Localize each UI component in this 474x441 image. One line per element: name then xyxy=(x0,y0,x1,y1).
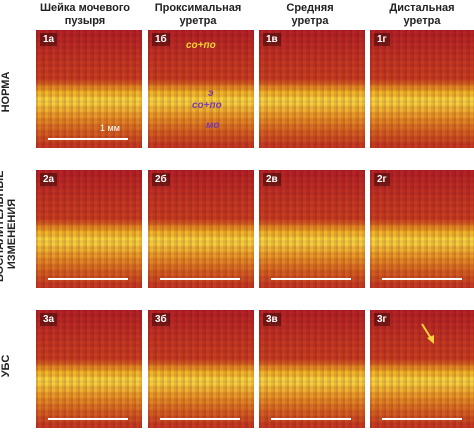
oct-image xyxy=(148,170,254,288)
panel-label: 1г xyxy=(374,33,390,46)
annotation-co-po-mid: со+по xyxy=(192,100,222,111)
panel-label: 1а xyxy=(40,33,58,46)
oct-image xyxy=(370,310,474,428)
oct-image xyxy=(36,30,142,148)
panel-label: 1б xyxy=(152,33,170,46)
row-header-inflammatory: ВОСПАЛИТЕЛЬНЫЕ ИЗМЕНЕНИЯ xyxy=(0,170,18,282)
column-header-proximal-urethra: Проксимальная уретра xyxy=(154,2,242,27)
oct-panel-3a: 3а xyxy=(36,310,142,428)
scale-bar xyxy=(271,418,351,420)
panel-label: 2б xyxy=(152,173,170,186)
annotation-co-po-top: со+по xyxy=(186,40,216,51)
panel-label: 3в xyxy=(263,313,281,326)
scale-bar xyxy=(382,278,462,280)
oct-panel-2a: 2а xyxy=(36,170,142,288)
oct-image xyxy=(259,310,365,428)
scale-bar xyxy=(271,278,351,280)
column-header-bladder-neck: Шейка мочевого пузыря xyxy=(39,2,131,27)
column-header-distal-urethra: Дистальная уретра xyxy=(389,2,455,27)
oct-image xyxy=(259,30,365,148)
oct-image xyxy=(148,30,254,148)
oct-panel-2v: 2в xyxy=(259,170,365,288)
panel-label: 3б xyxy=(152,313,170,326)
panel-label: 3а xyxy=(40,313,58,326)
row-header-norm: НОРМА xyxy=(0,71,12,113)
oct-image xyxy=(259,170,365,288)
oct-panel-3g: 3г xyxy=(370,310,474,428)
panel-label: 1в xyxy=(263,33,281,46)
scale-bar xyxy=(48,138,128,140)
scale-bar xyxy=(382,418,462,420)
scale-bar xyxy=(160,418,240,420)
oct-image xyxy=(36,170,142,288)
annotation-mo: мо xyxy=(206,120,220,131)
panel-label: 3г xyxy=(374,313,390,326)
oct-panel-1b: 1б со+по э со+по мо xyxy=(148,30,254,148)
oct-image xyxy=(36,310,142,428)
oct-image xyxy=(148,310,254,428)
scale-bar xyxy=(48,418,128,420)
oct-panel-1a: 1а 1 мм xyxy=(36,30,142,148)
oct-panel-1g: 1г xyxy=(370,30,474,148)
row-header-ubs: УБС xyxy=(0,354,12,378)
oct-panel-3b: 3б xyxy=(148,310,254,428)
oct-panel-3v: 3в xyxy=(259,310,365,428)
column-header-middle-urethra: Средняя уретра xyxy=(286,2,334,27)
oct-panel-2g: 2г xyxy=(370,170,474,288)
oct-panel-2b: 2б xyxy=(148,170,254,288)
scale-bar-label: 1 мм xyxy=(100,123,120,133)
scale-bar xyxy=(160,278,240,280)
oct-image xyxy=(370,170,474,288)
panel-label: 2г xyxy=(374,173,390,186)
oct-panel-1v: 1в xyxy=(259,30,365,148)
panel-label: 2а xyxy=(40,173,58,186)
arrow-icon xyxy=(421,323,434,344)
oct-image xyxy=(370,30,474,148)
scale-bar xyxy=(48,278,128,280)
annotation-e: э xyxy=(208,88,214,99)
panel-label: 2в xyxy=(263,173,281,186)
